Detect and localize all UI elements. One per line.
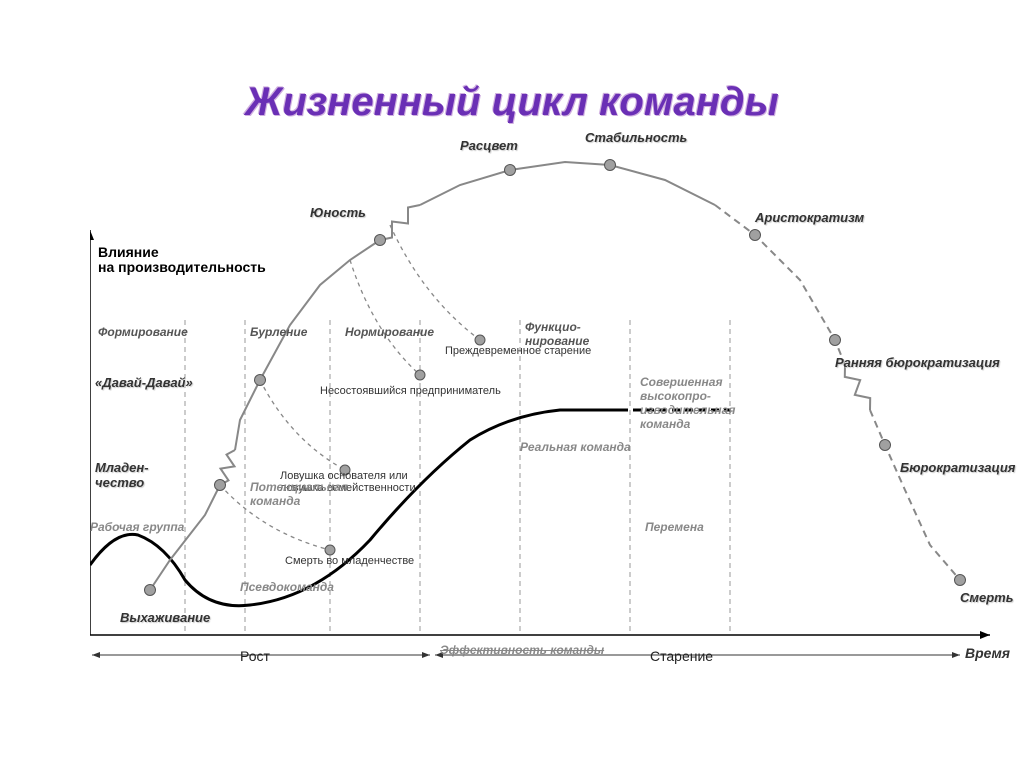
bg-label-2: Нормирование xyxy=(345,325,434,339)
bg-label-7: Реальная команда xyxy=(520,440,631,454)
stage-label-6: Аристократизм xyxy=(755,210,864,225)
trap-label-0: Смерть во младенчестве xyxy=(285,555,414,567)
bg-label-8: Совершеннаявысокопро-изводительнаякоманд… xyxy=(640,375,735,431)
bg-label-4: Рабочая группа xyxy=(90,520,184,534)
stage-label-5: Стабильность xyxy=(585,130,687,145)
stage-label-3: Юность xyxy=(310,205,366,220)
bg-label-9: Перемена xyxy=(645,520,704,534)
stage-label-0: Выхаживание xyxy=(120,610,210,625)
bg-label-5: Псевдокоманда xyxy=(240,580,334,594)
xaxis-label-time: Время xyxy=(965,645,1010,661)
xsection-aging: Старение xyxy=(650,648,713,664)
stage-label-4: Расцвет xyxy=(460,138,518,153)
bg-label-1: Бурление xyxy=(250,325,307,339)
stage-label-8: Бюрократизация xyxy=(900,460,1015,475)
stage-label-2: «Давай-Давай» xyxy=(95,375,193,390)
lifecycle-chart: Влияниена производительность Рост Старен… xyxy=(90,150,1010,650)
eff-team-label: Эффективность команды xyxy=(440,643,604,657)
xsection-growth: Рост xyxy=(240,648,270,664)
trap-label-2: Несостоявшийся предприниматель xyxy=(320,385,501,397)
bg-label-6: Потенциальнаякоманда xyxy=(250,480,348,508)
stage-label-7: Ранняя бюрократизация xyxy=(835,355,1000,370)
chart-svg xyxy=(90,150,1010,690)
bg-label-0: Формирование xyxy=(98,325,188,339)
stage-label-9: Смерть xyxy=(960,590,1013,605)
y-axis-label: Влияниена производительность xyxy=(98,245,266,276)
page-title: Жизненный цикл команды xyxy=(0,80,1024,125)
stage-label-1: Младен-чество xyxy=(95,460,149,490)
bg-label-3: Функцио-нирование xyxy=(525,320,589,348)
